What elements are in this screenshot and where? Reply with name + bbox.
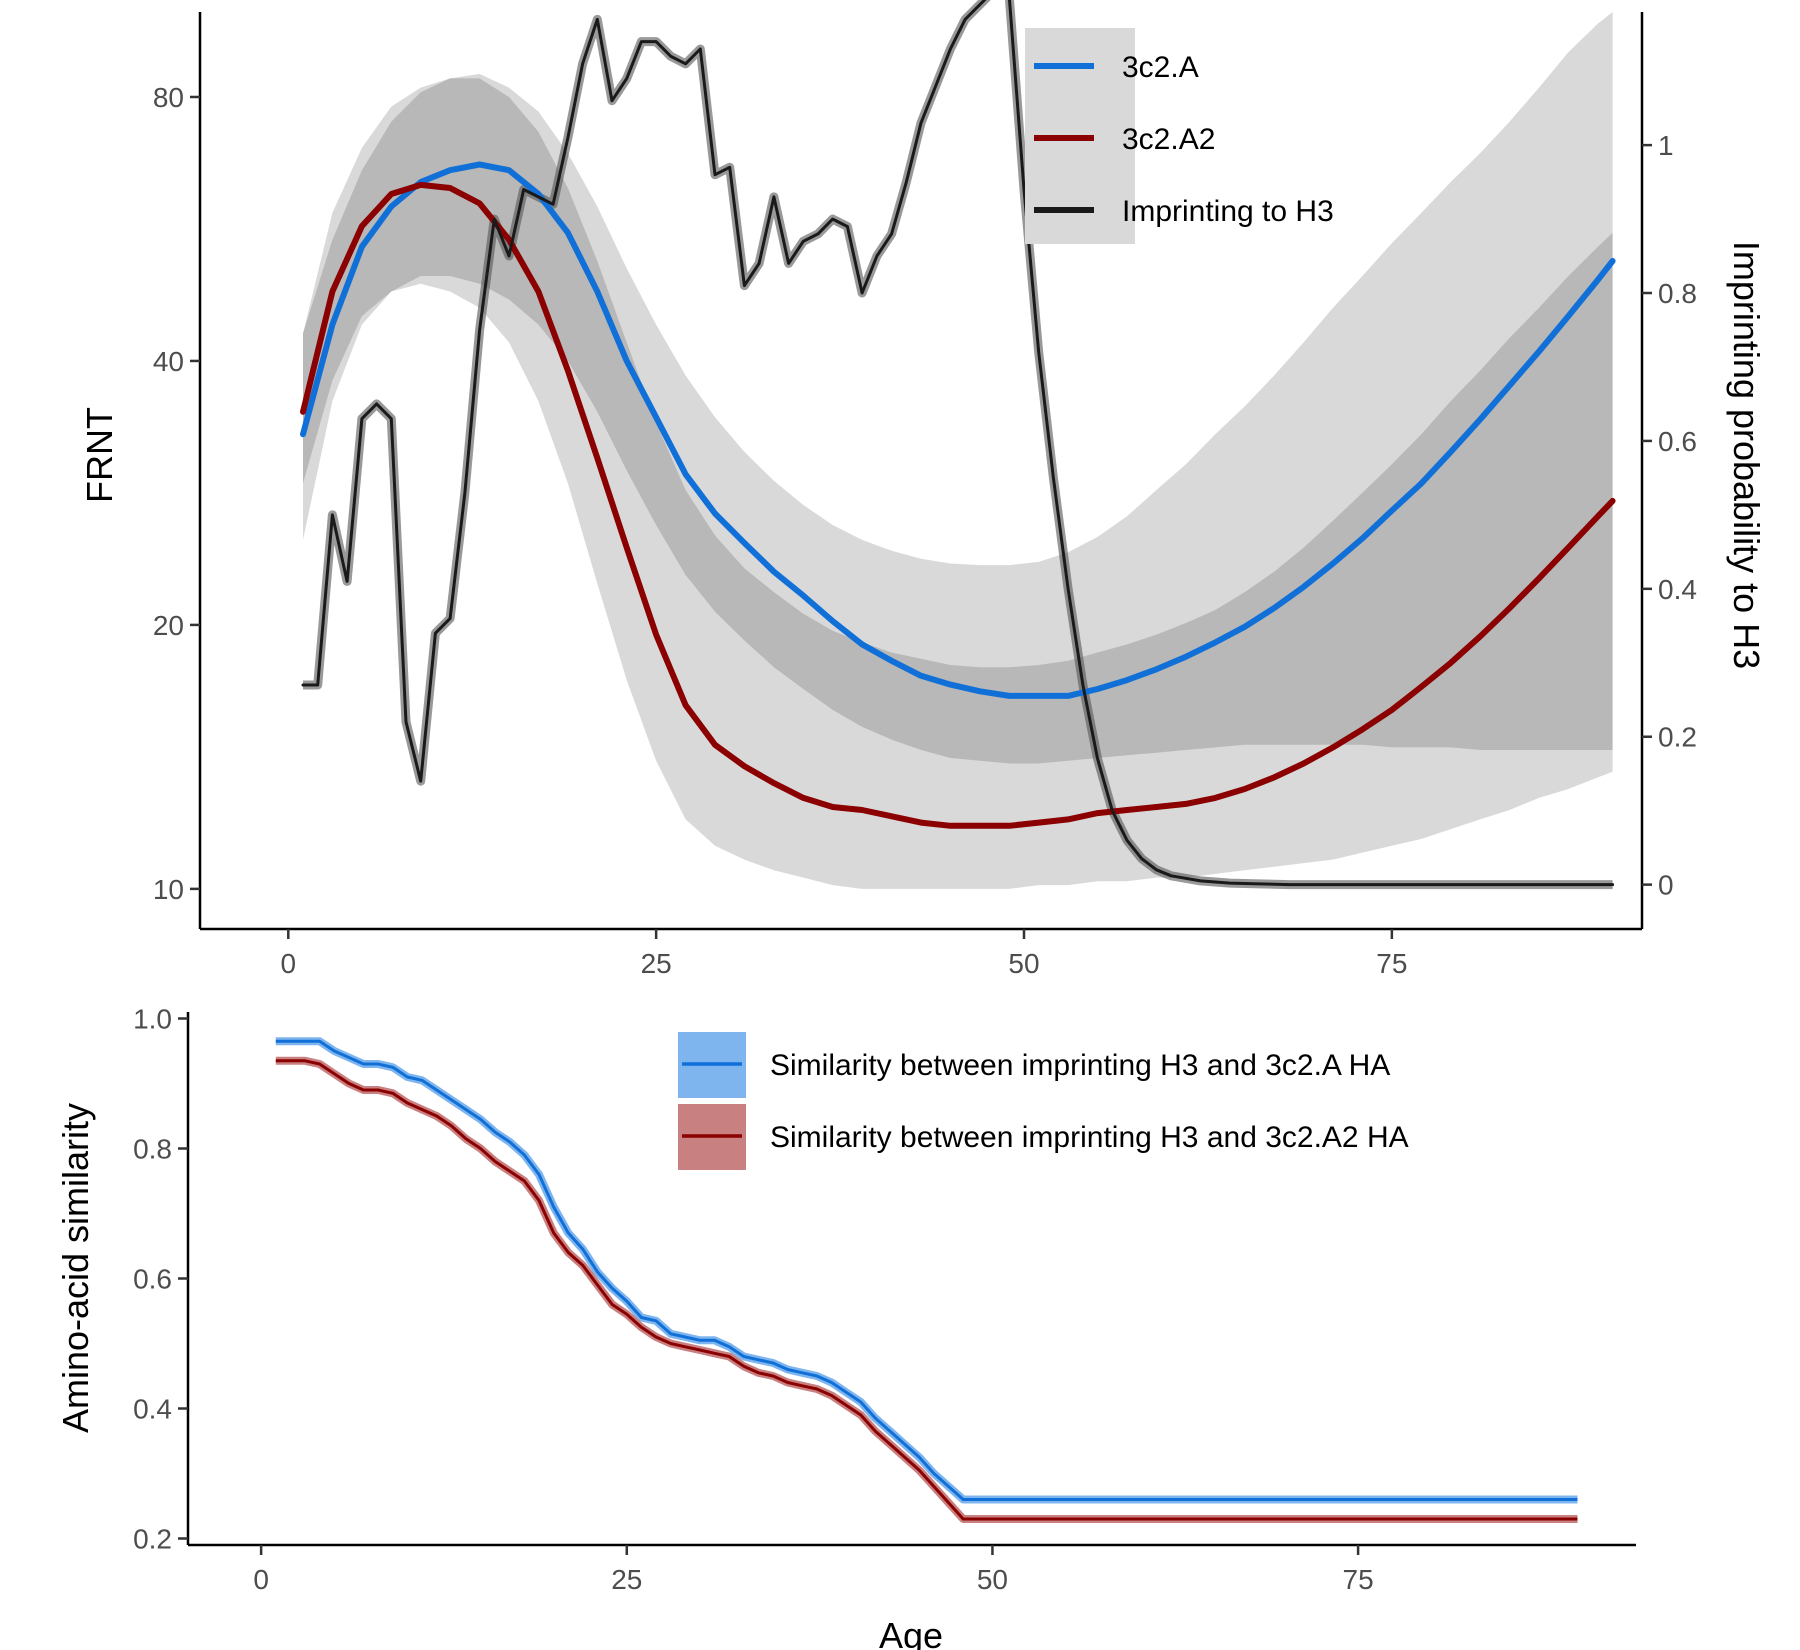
bottom-legend-label-1: Similarity between imprinting H3 and 3c2…	[770, 1049, 1390, 1082]
bottom-legend: Similarity between imprinting H3 and 3c2…	[678, 1032, 1409, 1170]
top-ticks: 0 25 50 75 10 20 40 80 0 0.2 0.4 0.6 0.8 1	[153, 82, 1697, 979]
top-y-axis-title: FRNT	[79, 407, 120, 503]
top-x-tick-label: 50	[1008, 948, 1039, 979]
top-x-tick-label: 0	[280, 948, 296, 979]
top-y-tick-label: 10	[153, 874, 184, 905]
bottom-y-axis-title: Amino-acid similarity	[55, 1103, 96, 1433]
top-y2-tick-label: 0.4	[1658, 574, 1697, 605]
top-legend: 3c2.A 3c2.A2 Imprinting to H3	[1025, 28, 1334, 244]
bottom-line-3c2a	[275, 1039, 1578, 1501]
top-y2-tick-label: 0	[1658, 870, 1674, 901]
bottom-y-tick-label: 0.8	[133, 1134, 172, 1165]
bottom-y-tick-label: 0.6	[133, 1264, 172, 1295]
top-x-tick-label: 75	[1376, 948, 1407, 979]
line-3c2a	[300, 161, 1616, 699]
bottom-legend-label-2: Similarity between imprinting H3 and 3c2…	[770, 1121, 1409, 1154]
legend-label-3c2a: 3c2.A	[1122, 51, 1199, 84]
ribbon-3c2a2	[303, 78, 1613, 889]
top-lines	[300, 0, 1616, 887]
top-y2-tick-label: 0.6	[1658, 426, 1697, 457]
legend-label-3c2a2: 3c2.A2	[1122, 123, 1215, 156]
bottom-x-tick-label: 25	[611, 1564, 642, 1595]
legend-label-imprinting: Imprinting to H3	[1122, 195, 1334, 228]
ribbon-3c2a	[303, 12, 1613, 764]
top-panel: 0 25 50 75 10 20 40 80 0 0.2 0.4 0.6 0.8 1 FRNT Impri…	[79, 0, 1767, 979]
line-imprinting	[301, 0, 1615, 887]
top-y-tick-label: 40	[153, 346, 184, 377]
top-y-tick-label: 20	[153, 610, 184, 641]
top-x-tick-label: 25	[641, 948, 672, 979]
bottom-panel: 0 25 50 75 0.2 0.4 0.6 0.8 1.0 Amino-acid simila…	[55, 1004, 1636, 1650]
bottom-line-3c2a2	[275, 1059, 1578, 1521]
bottom-x-axis-title: Age	[879, 1615, 943, 1650]
line-3c2a2	[300, 181, 1616, 829]
top-y2-tick-label: 1	[1658, 130, 1674, 161]
top-y-tick-label: 80	[153, 82, 184, 113]
bottom-x-tick-label: 50	[977, 1564, 1008, 1595]
bottom-x-tick-label: 0	[253, 1564, 269, 1595]
top-y2-tick-label: 0.2	[1658, 722, 1697, 753]
bottom-x-tick-label: 75	[1343, 1564, 1374, 1595]
bottom-y-tick-label: 1.0	[133, 1004, 172, 1035]
bottom-y-tick-label: 0.4	[133, 1394, 172, 1425]
top-y2-axis-title: Imprinting probability to H3	[1726, 241, 1767, 669]
top-y2-tick-label: 0.8	[1658, 278, 1697, 309]
bottom-y-tick-label: 0.2	[133, 1524, 172, 1555]
bottom-lines	[275, 1039, 1578, 1521]
bottom-ticks: 0 25 50 75 0.2 0.4 0.6 0.8 1.0	[133, 1004, 1374, 1596]
